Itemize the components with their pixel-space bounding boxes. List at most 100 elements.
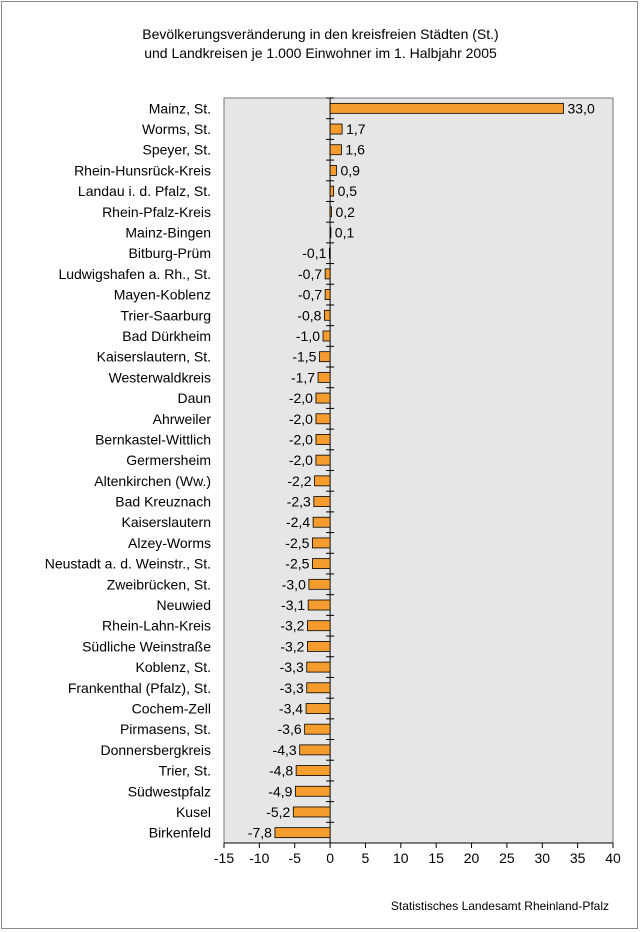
bar	[324, 268, 331, 280]
data-label: -7,8	[248, 825, 272, 841]
bar	[274, 827, 331, 839]
bar	[304, 723, 331, 735]
data-label: -2,0	[289, 390, 313, 406]
bar	[329, 227, 332, 238]
category-label: Kusel	[176, 804, 211, 820]
bar	[313, 496, 331, 507]
category-label: Landau i. d. Pfalz, St.	[78, 183, 211, 199]
data-label: -1,7	[291, 369, 315, 385]
category-label: Kaiserslautern	[122, 514, 212, 530]
data-label: -3,0	[282, 576, 306, 592]
bar	[328, 247, 331, 259]
bar	[307, 641, 331, 652]
value-axis-tick-label: -5	[289, 850, 302, 866]
category-label: Alzey-Worms	[128, 535, 211, 551]
bar	[307, 620, 331, 632]
data-label: 0,1	[335, 225, 355, 241]
bar	[292, 806, 331, 818]
bar	[329, 144, 342, 156]
data-label: -3,1	[281, 597, 305, 613]
bar	[306, 682, 331, 694]
bar	[329, 165, 337, 176]
data-label: -3,4	[279, 700, 303, 716]
bar	[299, 744, 331, 756]
category-label: Trier-Saarburg	[120, 307, 211, 323]
category-label: Mayen-Koblenz	[114, 287, 211, 303]
data-label: -2,0	[289, 431, 313, 447]
data-label: 1,7	[346, 121, 366, 137]
bar	[329, 102, 564, 114]
category-label: Daun	[178, 390, 211, 406]
data-label: -3,3	[280, 659, 304, 675]
category-label: Südwestpfalz	[128, 783, 211, 799]
data-label: 1,6	[345, 142, 365, 158]
category-label: Pirmasens, St.	[120, 721, 211, 737]
plot-area	[223, 97, 614, 844]
bar	[315, 392, 331, 404]
bar	[324, 289, 331, 300]
data-label: -2,2	[287, 473, 311, 489]
category-label: Speyer, St.	[143, 142, 211, 158]
data-label: -3,2	[280, 638, 304, 654]
bar	[312, 537, 331, 549]
bar	[315, 434, 331, 445]
value-axis-tick-label: -10	[249, 850, 269, 866]
data-label: -2,0	[289, 452, 313, 468]
value-axis-tick-label: -15	[214, 850, 234, 866]
value-axis-tick-label: 10	[393, 850, 409, 866]
category-label: Germersheim	[126, 452, 211, 468]
category-label: Frankenthal (Pfalz), St.	[68, 680, 211, 696]
chart-title-line-2: und Landkreisen je 1.000 Einwohner im 1.…	[144, 45, 497, 61]
bar	[312, 558, 331, 570]
bar	[295, 785, 331, 797]
value-axis-tick-label: 30	[534, 850, 550, 866]
data-label: -3,3	[280, 680, 304, 696]
category-label: Neuwied	[157, 597, 211, 613]
category-label: Altenkirchen (Ww.)	[94, 473, 211, 489]
category-label: Mainz-Bingen	[125, 225, 211, 241]
value-axis-tick-label: 5	[362, 850, 370, 866]
bar	[322, 330, 331, 342]
category-label: Bitburg-Prüm	[129, 245, 211, 261]
category-label: Bad Dürkheim	[122, 328, 211, 344]
category-label: Rhein-Hunsrück-Kreis	[74, 162, 211, 178]
bar	[306, 661, 331, 673]
data-label: 0,5	[338, 183, 358, 199]
category-label: Zweibrücken, St.	[107, 576, 211, 592]
category-label: Bad Kreuznach	[115, 494, 211, 510]
category-label: Birkenfeld	[149, 825, 211, 841]
data-label: -1,0	[296, 328, 320, 344]
category-label: Rhein-Pfalz-Kreis	[102, 204, 211, 220]
value-axis-tick-label: 40	[605, 850, 621, 866]
category-label: Westerwaldkreis	[109, 369, 211, 385]
data-label: -2,3	[287, 494, 311, 510]
data-label: -2,0	[289, 411, 313, 427]
category-label: Neustadt a. d. Weinstr., St.	[45, 556, 211, 572]
chart-title: Bevölkerungsveränderung in den kreisfrei…	[0, 25, 641, 63]
category-label: Trier, St.	[159, 763, 211, 779]
category-label: Donnersbergkreis	[101, 742, 212, 758]
category-label: Ahrweiler	[153, 411, 212, 427]
data-label: 0,9	[340, 162, 360, 178]
value-axis-tick-label: 25	[499, 850, 515, 866]
bar	[329, 123, 343, 135]
bar	[329, 206, 332, 218]
category-label: Bernkastel-Wittlich	[95, 431, 211, 447]
data-label: -2,5	[285, 535, 309, 551]
category-label: Südliche Weinstraße	[82, 638, 211, 654]
data-label: -1,5	[292, 349, 316, 365]
source-note: Statistisches Landesamt Rheinland-Pfalz	[390, 899, 609, 913]
data-label: -0,1	[302, 245, 326, 261]
value-axis-tick-label: 15	[428, 850, 444, 866]
bar	[329, 185, 335, 197]
data-label: -5,2	[266, 804, 290, 820]
category-label: Mainz, St.	[149, 100, 211, 116]
bar	[317, 371, 331, 383]
chart-title-line-1: Bevölkerungsveränderung in den kreisfrei…	[142, 26, 499, 42]
data-label: -0,7	[298, 266, 322, 282]
category-label: Cochem-Zell	[132, 700, 211, 716]
category-label: Koblenz, St.	[136, 659, 212, 675]
category-label: Worms, St.	[142, 121, 211, 137]
category-label: Rhein-Lahn-Kreis	[102, 618, 211, 634]
